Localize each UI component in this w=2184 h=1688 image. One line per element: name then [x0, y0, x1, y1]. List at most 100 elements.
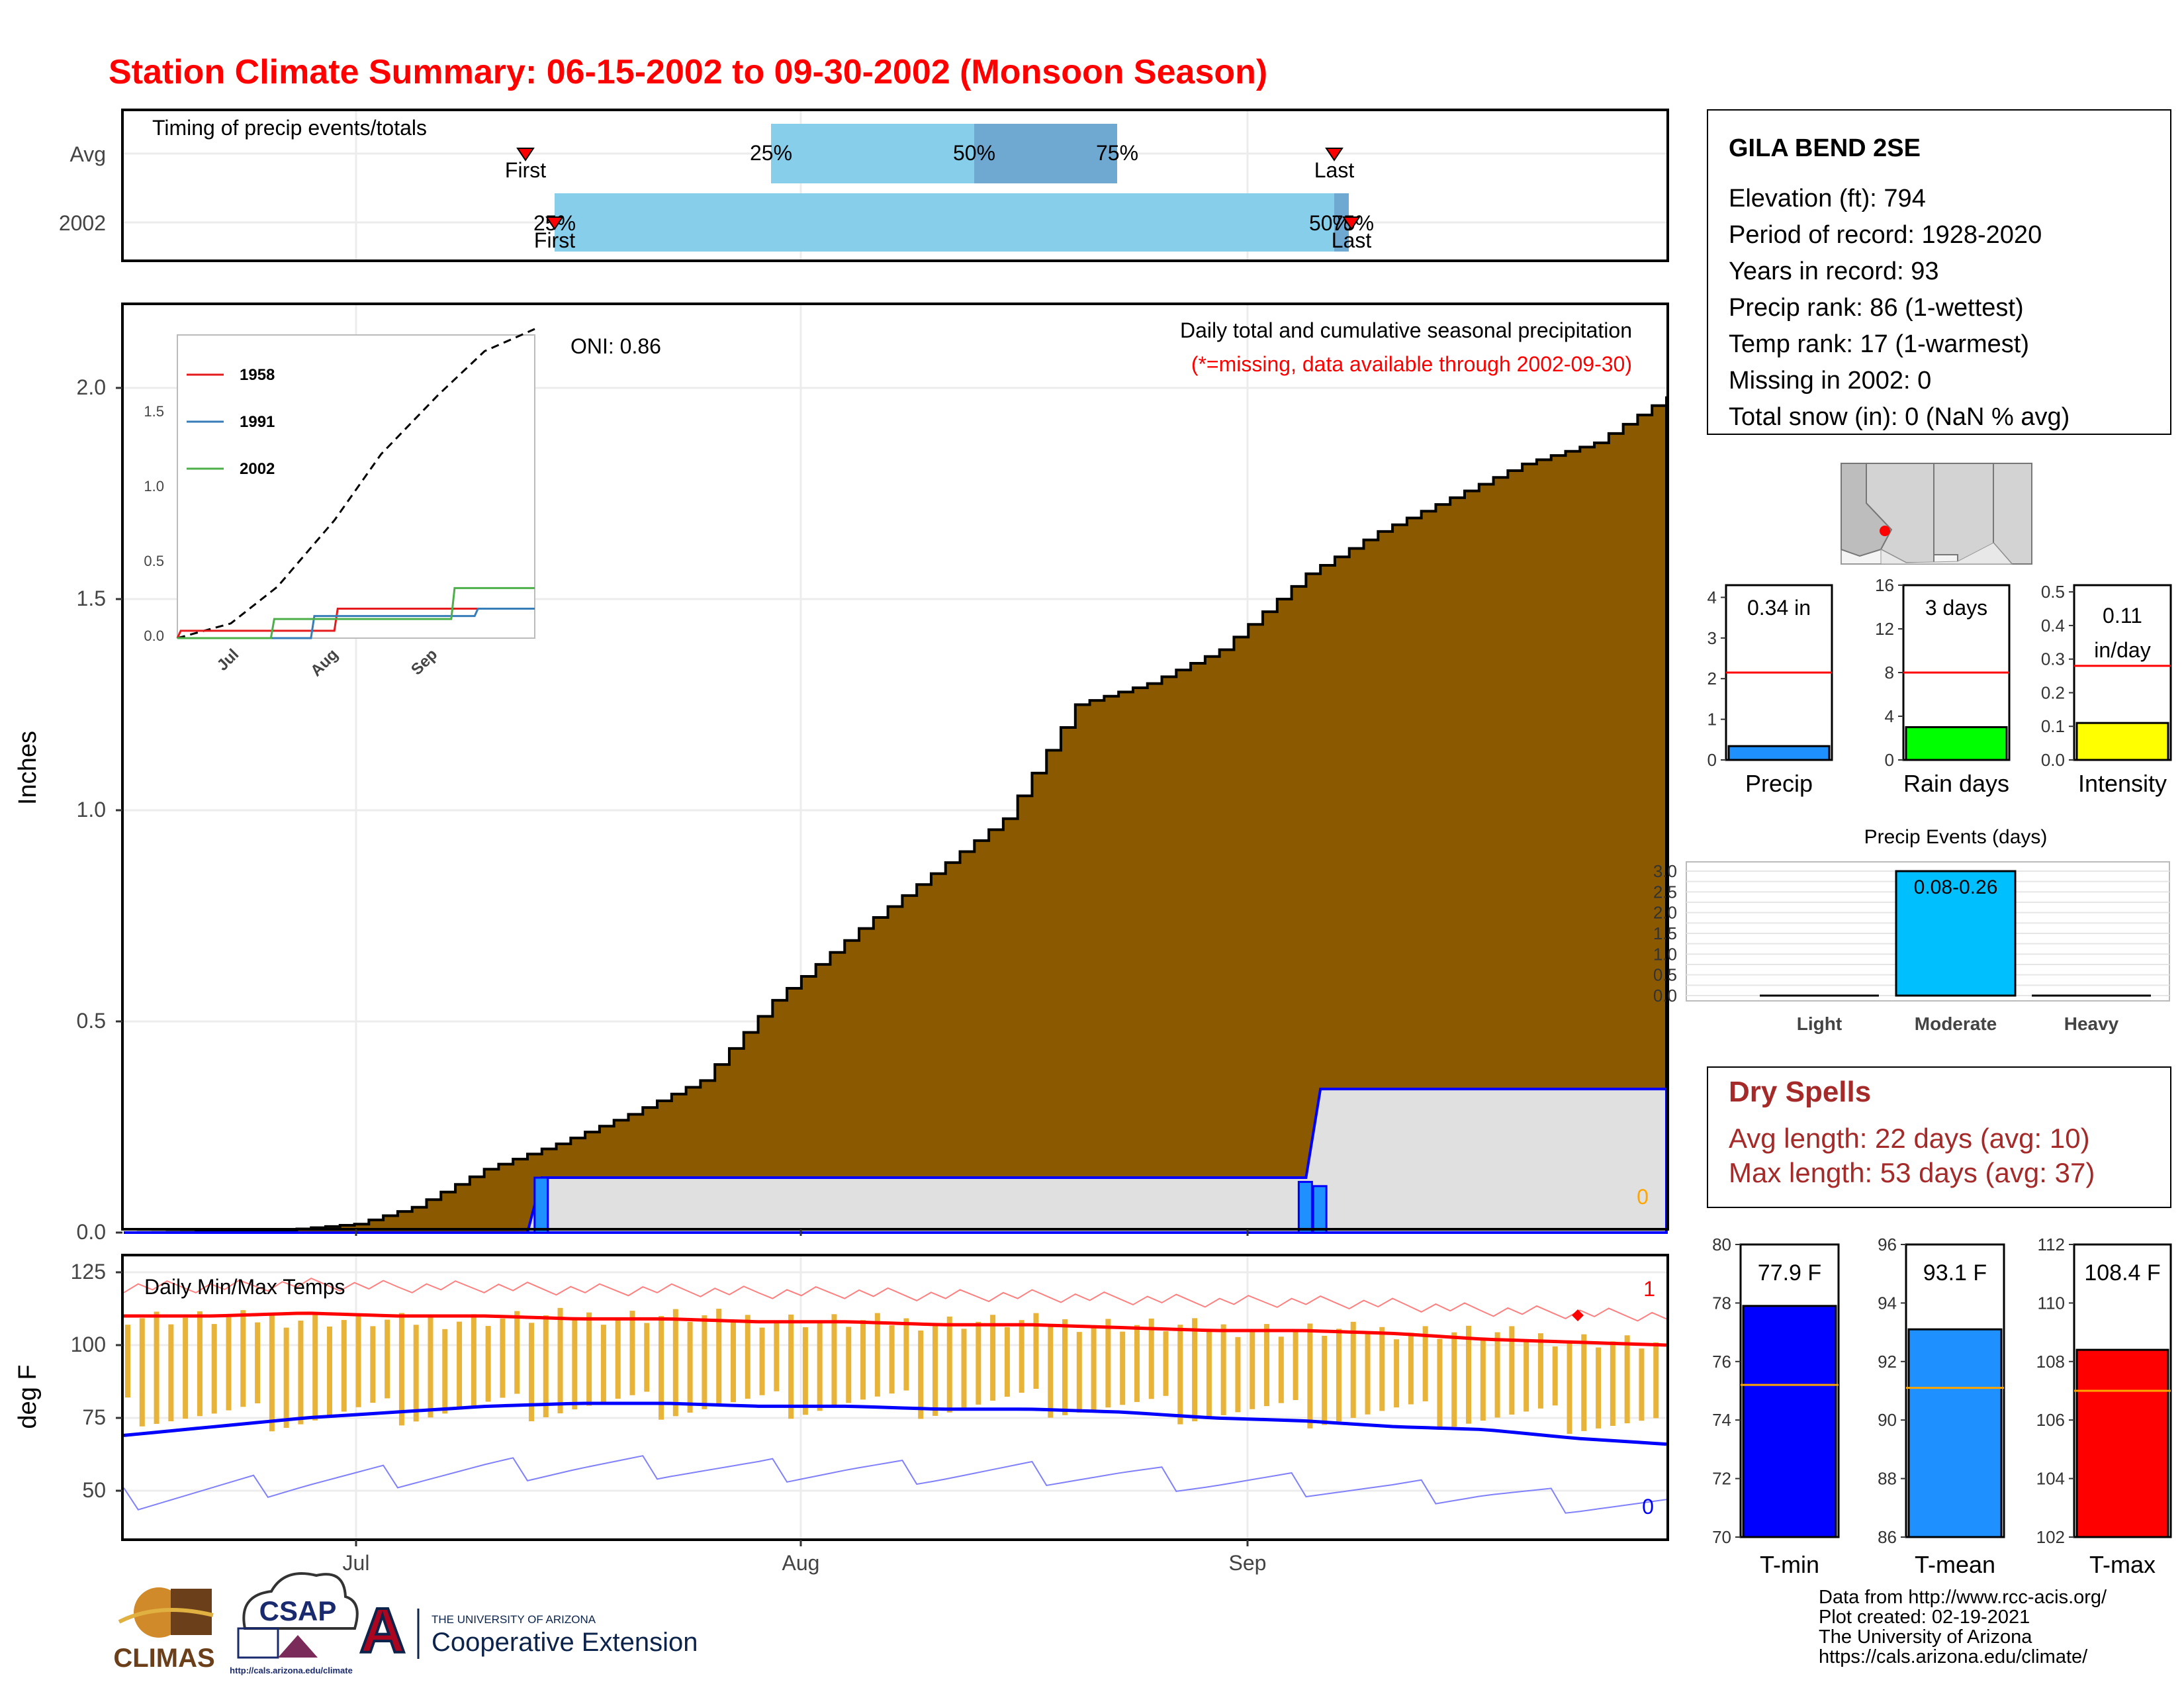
temp-y-tick: 108	[2036, 1352, 2065, 1372]
event-category-light: Light	[1797, 1013, 1842, 1034]
daily-temp-bar	[139, 1318, 145, 1427]
daily-temp-bar	[1105, 1319, 1111, 1408]
raindays-label: Rain days	[1903, 770, 2009, 797]
daily-temp-bar	[702, 1315, 707, 1409]
daily-temp-bar	[716, 1309, 722, 1406]
mini-y-tick: 8	[1885, 663, 1894, 682]
station-info-line: Elevation (ft): 794	[1729, 185, 1926, 212]
temp-y-tick: 88	[1878, 1469, 1897, 1489]
temp-y-tick: 110	[2038, 1293, 2065, 1313]
daily-temp-bar	[874, 1313, 880, 1397]
daily-temp-bar	[442, 1329, 448, 1414]
station-info-line: Period of record: 1928-2020	[1729, 221, 2042, 249]
dry-spells-avg: Avg length: 22 days (avg: 10)	[1729, 1123, 2090, 1154]
event-category-moderate: Moderate	[1915, 1013, 1997, 1034]
daily-temp-bar	[283, 1327, 289, 1428]
daily-temp-bar	[1019, 1320, 1024, 1393]
zero-precip-count: 0	[1637, 1185, 1649, 1209]
daily-temp-bar	[1581, 1334, 1587, 1431]
daily-temp-bar	[586, 1312, 592, 1406]
avg-max-temp-line	[124, 1311, 1667, 1347]
daily-temp-bar	[514, 1311, 520, 1394]
inset-line-2002	[177, 586, 535, 639]
precip-y-axis-label: Inches	[14, 731, 42, 805]
dry-spells-box: Dry Spells Avg length: 22 days (avg: 10)…	[1707, 1066, 2171, 1208]
daily-temp-bar	[629, 1311, 635, 1395]
daily-precip-bar	[533, 1176, 549, 1234]
daily-temp-bar	[1494, 1332, 1500, 1418]
precip-panel-border	[121, 303, 1669, 1231]
mini-y-tick: 3	[1707, 628, 1717, 648]
daily-temp-bar	[1091, 1325, 1097, 1411]
events-y-tick: 0.5	[1653, 965, 1677, 985]
timing-2002-last: Last	[1332, 228, 1372, 252]
precip-events-y-ticks: 0.00.51.01.52.02.53.0	[1653, 861, 1677, 1006]
last-event-marker-avg	[1325, 148, 1343, 162]
timing-2002-first: First	[534, 228, 575, 252]
daily-temp-bar	[398, 1313, 404, 1426]
y-tick-label: 1.0	[77, 798, 106, 821]
daily-temp-bar	[1480, 1338, 1486, 1421]
daily-temp-bar	[557, 1307, 563, 1414]
timing-2002-25-50-bar	[555, 193, 1334, 252]
temp-y-tick: 104	[2036, 1469, 2065, 1489]
legend-label-1958: 1958	[240, 366, 275, 384]
record-max-count: 1	[1643, 1277, 1655, 1301]
daily-temp-bar	[1163, 1331, 1169, 1396]
record-min-temp-line	[123, 1455, 1667, 1514]
daily-temp-bar	[946, 1316, 952, 1413]
mini-y-tick: 4	[1885, 706, 1894, 726]
y-tick-label: 50	[82, 1478, 106, 1502]
station-info-line: Temp rank: 17 (1-warmest)	[1729, 330, 2029, 358]
daily-temp-bar	[1278, 1336, 1284, 1403]
daily-temp-bar	[226, 1317, 232, 1411]
daily-temp-bar	[1220, 1324, 1226, 1415]
temp-panel-frame	[122, 1255, 1668, 1540]
mini-y-tick: 0.1	[2041, 716, 2065, 736]
tmin-label: T-min	[1760, 1551, 1819, 1578]
temp-panel-title: Daily Min/Max Temps	[144, 1275, 345, 1299]
daily-temp-bar	[1596, 1347, 1602, 1429]
daily-temp-bar	[370, 1326, 376, 1403]
tmin-y-ticks: 70 72 74 76 78 80	[1712, 1235, 1741, 1547]
daily-temp-bar	[976, 1321, 981, 1405]
credit-line: https://cals.arizona.edu/climate/	[1819, 1646, 2088, 1667]
daily-temp-range-bars	[125, 1307, 1659, 1434]
timing-avg-first: First	[505, 158, 546, 182]
daily-temp-bar	[1422, 1326, 1428, 1401]
daily-temp-bar	[255, 1322, 261, 1403]
tmax-y-ticks: 102 104 106 108 110 112	[2036, 1235, 2074, 1547]
tmean-y-ticks: 86 88 90 92 94 96	[1878, 1235, 1906, 1547]
tmax-value: 108.4 F	[2084, 1260, 2160, 1286]
intensity-value: 0.11	[2103, 604, 2142, 628]
first-event-marker-2002	[545, 216, 564, 230]
station-info-frame	[1707, 109, 2171, 435]
tmean-value: 93.1 F	[1923, 1260, 1987, 1286]
daily-temp-bar	[788, 1314, 794, 1419]
y-tick-label: 75	[82, 1405, 106, 1429]
station-info-line: Precip rank: 86 (1-wettest)	[1729, 294, 2024, 322]
timing-row-label-avg: Avg	[69, 142, 106, 166]
temp-y-tick: 106	[2036, 1410, 2065, 1430]
intensity-label: Intensity	[2078, 770, 2167, 797]
daily-temp-bar	[168, 1324, 174, 1422]
map-state-texas	[1993, 463, 2032, 565]
tmax-bar	[2075, 1348, 2169, 1538]
map-mexico	[1880, 542, 2013, 565]
daily-precip-bar	[1312, 1185, 1328, 1234]
csap-wordmark: CSAP	[259, 1595, 337, 1626]
daily-temp-bar	[1653, 1342, 1659, 1419]
mini-y-tick: 1	[1707, 710, 1717, 729]
timing-avg-p25: 25%	[750, 141, 792, 165]
tmin-bar	[1742, 1305, 1837, 1538]
daily-temp-bar	[269, 1315, 275, 1432]
daily-temp-bar	[644, 1323, 650, 1392]
timing-avg-50-75-bar	[974, 124, 1117, 183]
x-tick-label: Aug	[782, 1551, 820, 1575]
raindays-summary: 3 days 0 4 8 12 16 Rain days	[1875, 575, 2011, 797]
daily-temp-bar	[355, 1313, 361, 1407]
daily-temp-bar	[1408, 1333, 1414, 1405]
avg-cumulative-precip-area	[124, 396, 1668, 1234]
